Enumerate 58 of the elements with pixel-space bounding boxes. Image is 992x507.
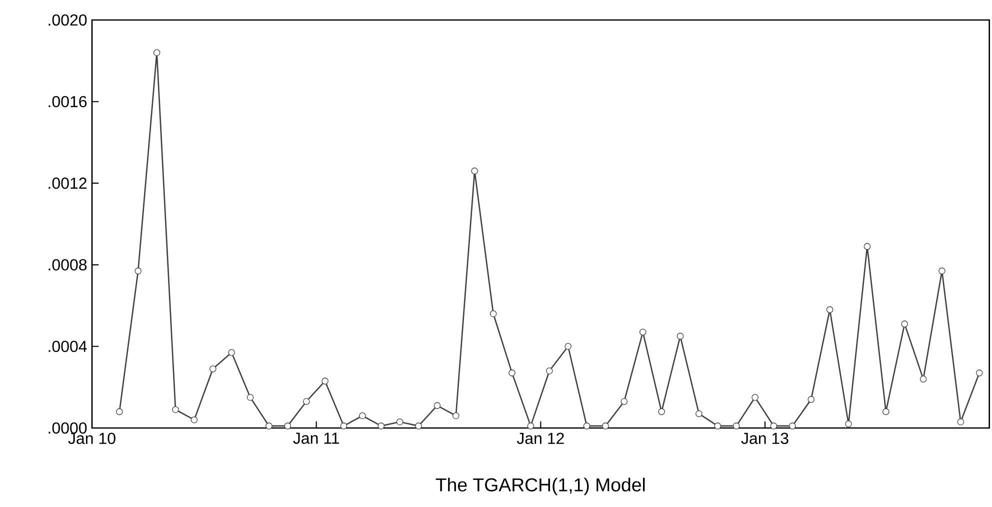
x-tick-label: Jan 11 (293, 432, 339, 444)
point (732, 422, 740, 430)
point (490, 310, 497, 318)
y-tick-label: .0004 (48, 340, 87, 352)
y-tick-label: .0012 (48, 178, 86, 189)
point (976, 370, 983, 376)
point (153, 49, 160, 56)
point (340, 422, 348, 430)
point (658, 408, 665, 416)
point (808, 396, 815, 403)
point (546, 367, 553, 374)
point (396, 418, 404, 426)
point (696, 410, 702, 418)
point (620, 398, 628, 405)
point (770, 422, 778, 430)
point (508, 370, 516, 376)
point (134, 268, 142, 274)
point (322, 378, 328, 384)
point (116, 408, 123, 416)
point (920, 376, 927, 382)
point (471, 168, 478, 174)
y-tick-label: .0016 (48, 96, 87, 108)
y-tick-label: .0020 (48, 14, 87, 26)
point (415, 422, 422, 430)
point (957, 418, 964, 426)
point (639, 328, 646, 336)
point (564, 343, 572, 350)
y-tick-label: .0000 (48, 422, 87, 434)
point (228, 349, 235, 356)
point (676, 332, 684, 340)
point (452, 412, 460, 420)
y-tick-label: .0008 (48, 259, 87, 270)
point (359, 412, 366, 420)
point (527, 422, 534, 430)
point (190, 416, 198, 424)
point (826, 306, 834, 314)
x-tick-label: Jan 13 (741, 432, 788, 444)
point (752, 394, 758, 401)
point (172, 406, 179, 414)
point (845, 420, 852, 428)
point (882, 408, 890, 416)
point (789, 422, 796, 430)
point (246, 394, 254, 401)
point (901, 320, 908, 328)
point (284, 422, 292, 430)
point (583, 422, 590, 430)
point (266, 422, 272, 430)
x-tick-label: Jan 12 (516, 432, 564, 444)
point (864, 243, 871, 250)
point (938, 268, 946, 274)
x-tick-label: Jan 10 (68, 432, 116, 444)
point (602, 422, 609, 430)
point (714, 422, 722, 430)
point (209, 365, 216, 372)
point (434, 402, 441, 409)
text: The TGARCH(1,1) Model (436, 478, 645, 496)
point (378, 422, 385, 430)
point (302, 398, 310, 405)
